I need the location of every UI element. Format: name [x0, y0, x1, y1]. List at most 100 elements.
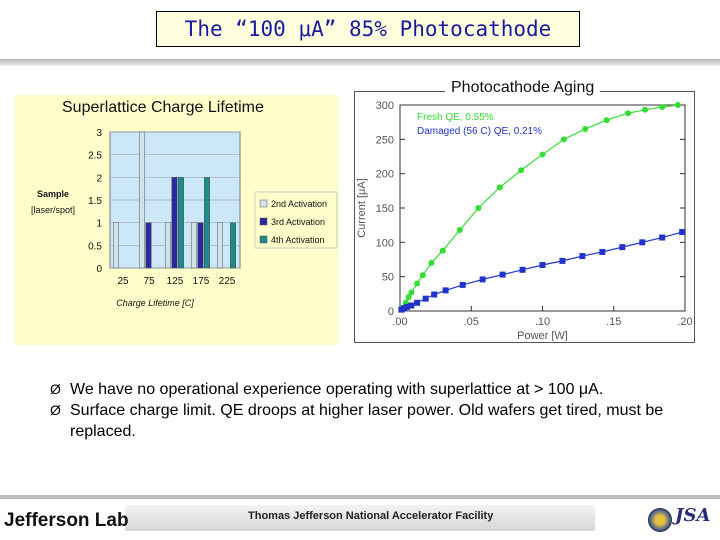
footer-divider — [0, 495, 720, 499]
data-point — [422, 295, 429, 302]
data-point — [475, 205, 482, 211]
y-tick-label: 250 — [376, 134, 394, 146]
bar — [145, 222, 152, 269]
data-point — [519, 266, 526, 273]
photocathode-aging-chart: 0 50 100 150 200 250 300 .00 .05 .10 .15 .20 Power [… — [356, 100, 693, 341]
bar — [113, 222, 119, 269]
bar — [197, 222, 204, 269]
data-point — [408, 289, 415, 296]
data-point — [404, 303, 411, 310]
x-tick-label: 75 — [143, 276, 155, 287]
data-point — [414, 299, 421, 306]
x-tick-label: 225 — [219, 276, 236, 287]
y-tick-label: 2.5 — [88, 151, 102, 162]
bar — [178, 177, 184, 269]
y-tick-label: 2 — [96, 173, 102, 184]
data-point — [674, 102, 681, 108]
y-tick-label: 300 — [376, 100, 394, 112]
y-tick-label: 150 — [376, 203, 394, 215]
y-tick-label: 1.5 — [88, 196, 102, 207]
legend-label: 2nd Activation — [271, 199, 327, 209]
y-tick-label: 1 — [96, 219, 102, 230]
data-point — [414, 280, 421, 287]
bar — [165, 222, 171, 269]
x-tick-label: 125 — [167, 276, 184, 287]
legend-label: Damaged (56 C) QE, 0.21% — [417, 126, 542, 137]
data-point — [496, 184, 503, 191]
legend-label: 3rd Activation — [271, 217, 325, 227]
data-point — [518, 167, 525, 174]
legend-swatch — [259, 235, 268, 244]
data-point — [659, 104, 666, 111]
jsa-logo: JSA — [675, 505, 711, 526]
data-point — [431, 291, 438, 298]
data-point — [479, 276, 486, 283]
x-axis-label: Charge Lifetime [C] — [116, 298, 194, 308]
data-point — [405, 294, 412, 301]
data-point — [579, 253, 586, 260]
x-tick-label: .20 — [677, 316, 692, 328]
data-point — [603, 117, 610, 124]
data-point — [539, 261, 546, 268]
plot-area — [399, 104, 686, 312]
bar — [171, 177, 178, 269]
y-tick-label: 100 — [376, 237, 394, 249]
x-tick-label: .00 — [392, 316, 407, 328]
data-point — [439, 247, 446, 254]
data-point — [659, 234, 666, 241]
bar — [230, 222, 236, 269]
data-point — [642, 106, 649, 113]
x-tick-label: .10 — [535, 316, 550, 328]
data-point — [560, 136, 567, 143]
data-point — [599, 248, 606, 255]
y-tick-label: 0 — [388, 306, 394, 318]
x-tick-label: 25 — [117, 276, 129, 287]
y-tick-label: 200 — [376, 169, 394, 181]
legend-label: 4th Activation — [271, 235, 325, 245]
charge-lifetime-title: Superlattice Charge Lifetime — [62, 99, 264, 116]
legend-swatch — [259, 199, 268, 208]
data-point — [499, 271, 506, 278]
bullet-text: We have no operational experience operat… — [70, 381, 604, 398]
y-tick-label: 0 — [96, 264, 102, 275]
data-point — [442, 287, 449, 294]
facility-name: Thomas Jefferson National Accelerator Fa… — [248, 510, 494, 522]
data-point — [456, 226, 463, 233]
data-point — [625, 110, 631, 117]
footer-band — [125, 505, 595, 531]
data-point — [582, 126, 589, 133]
doe-seal-icon — [648, 508, 672, 532]
data-point — [639, 239, 646, 246]
y-axis-label: [laser/spot] — [31, 205, 75, 215]
bar — [217, 222, 223, 269]
data-point — [459, 281, 466, 288]
bar — [139, 131, 145, 269]
legend-label: Fresh QE, 0.55% — [417, 112, 494, 123]
jefferson-lab-logo: Jefferson Lab — [4, 510, 129, 531]
x-tick-label: .05 — [464, 316, 479, 328]
legend-box — [254, 191, 338, 249]
data-point — [419, 272, 426, 279]
bar — [204, 177, 210, 269]
x-tick-label: .15 — [606, 316, 621, 328]
bullet-item: Ø We have no operational experience opera… — [50, 379, 700, 400]
bullet-arrow-icon: Ø — [50, 402, 61, 418]
y-tick-label: 50 — [382, 272, 394, 284]
data-point — [428, 259, 435, 266]
data-point — [559, 257, 566, 264]
slide-title: The “100 μA” 85% Photocathode — [156, 11, 580, 47]
y-tick-label: 3 — [96, 128, 102, 139]
data-point — [539, 151, 546, 158]
bullet-item: Ø Surface charge limit. QE droops at high… — [50, 400, 700, 442]
legend-swatch — [259, 217, 268, 226]
y-tick-label: 0.5 — [88, 241, 102, 252]
bar — [191, 222, 197, 269]
y-axis-label: Current [μA] — [356, 178, 368, 238]
data-point — [619, 244, 626, 251]
title-divider — [0, 59, 720, 66]
data-point — [408, 302, 415, 309]
bullet-text: Surface charge limit. QE droops at highe… — [70, 402, 664, 440]
data-point — [679, 229, 686, 236]
photocathode-aging-title: Photocathode Aging — [445, 79, 601, 97]
legend: 2nd Activation 3rd Activation 4th Activati… — [254, 191, 338, 249]
